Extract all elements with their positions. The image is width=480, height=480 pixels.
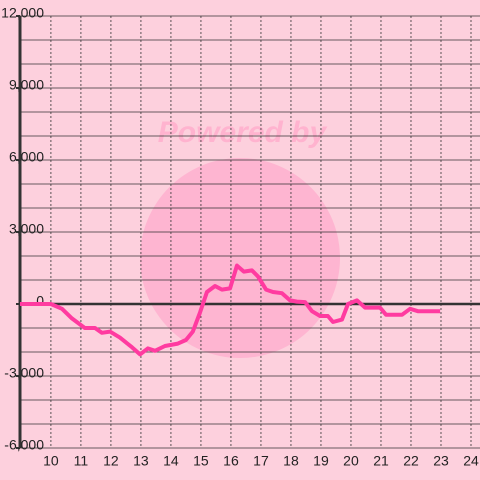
y-tick-label: 6,000 (9, 149, 44, 165)
x-tick-label: 14 (163, 453, 179, 469)
x-tick-label: 21 (373, 453, 389, 469)
y-tick-label: 9,000 (9, 77, 44, 93)
x-tick-label: 19 (313, 453, 329, 469)
y-tick-label: -3,000 (4, 365, 44, 381)
x-tick-label: 15 (193, 453, 209, 469)
x-tick-label: 11 (74, 453, 89, 469)
x-tick-label: 20 (343, 453, 359, 469)
y-tick-label: 12,000 (1, 5, 44, 21)
x-tick-label: 24 (463, 453, 479, 469)
x-tick-label: 13 (133, 453, 149, 469)
x-tick-label: 23 (433, 453, 449, 469)
y-tick-label: 3,000 (9, 221, 44, 237)
x-tick-label: 18 (283, 453, 299, 469)
x-tick-label: 16 (223, 453, 239, 469)
watermark: Powered by (158, 116, 328, 149)
line-series (20, 263, 441, 357)
y-tick-label: -6,000 (4, 437, 44, 453)
x-tick-label: 10 (43, 453, 59, 469)
x-tick-label: 17 (253, 453, 269, 469)
x-tick-label: 12 (103, 453, 119, 469)
y-tick-label: 0 (36, 293, 44, 309)
x-tick-label: 22 (403, 453, 419, 469)
